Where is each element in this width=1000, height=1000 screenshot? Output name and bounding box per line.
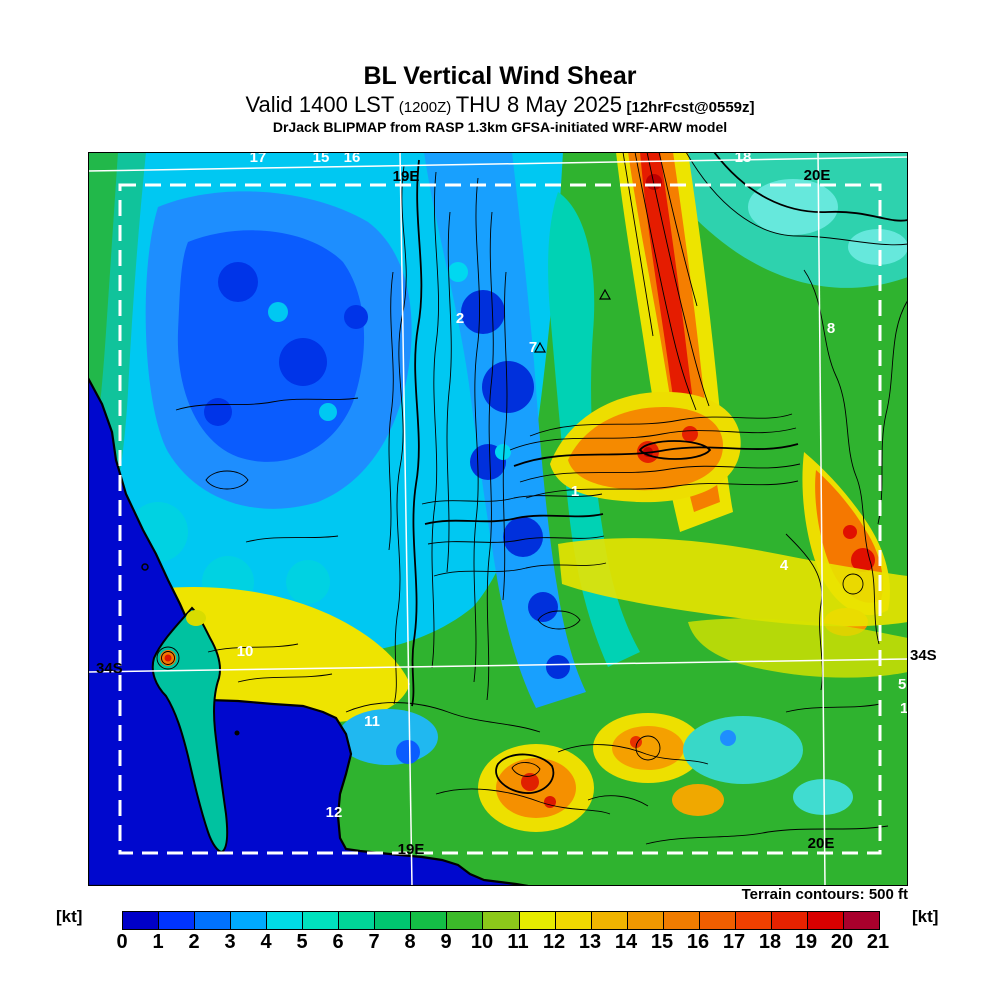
valid-time: Valid 1400 LST — [245, 92, 395, 117]
lon-20e-bottom-label: 20E — [808, 835, 835, 852]
spot-label-10: 10 — [237, 643, 254, 660]
terrain-contours-note: Terrain contours: 500 ft — [741, 886, 908, 903]
lon-19e-bottom-label: 19E — [398, 841, 425, 858]
shear-field-central-band — [424, 152, 640, 708]
lat-34s-line — [88, 658, 908, 673]
model-domain-box — [118, 183, 882, 855]
colorbar-tick: 7 — [368, 931, 380, 953]
spot-label-17: 17 — [250, 152, 267, 166]
colorbar-tick: 3 — [224, 931, 236, 953]
colorbar-tick: 19 — [794, 931, 818, 953]
colorbar-segment — [807, 912, 844, 929]
colorbar-tick: 15 — [650, 931, 674, 953]
site-marker-triangle — [598, 288, 612, 300]
lon-19e-line — [399, 152, 413, 886]
spot-label-18: 18 — [735, 152, 752, 166]
colorbar-segments — [122, 911, 880, 930]
shear-field-upper-left — [88, 152, 563, 655]
island-marker — [234, 730, 240, 736]
valid-zulu: (1200Z) — [398, 99, 452, 116]
colorbar-tick: 17 — [722, 931, 746, 953]
colorbar-segment — [663, 912, 700, 929]
terrain-contours — [156, 152, 908, 845]
graticule — [88, 152, 908, 886]
colorbar-segment — [339, 912, 376, 929]
spot-label-15: 15 — [313, 152, 330, 166]
colorbar-segment — [483, 912, 520, 929]
island-marker — [141, 563, 149, 571]
map-svg: 17 15 16 18 19E 20E 2 7 8 1 4 10 11 12 1… — [88, 152, 908, 886]
colorbar-tick: 21 — [866, 931, 890, 953]
spot-label-12: 12 — [326, 804, 343, 821]
colorbar-segment — [267, 912, 304, 929]
spot-label-7: 7 — [529, 339, 537, 356]
colorbar-tick: 4 — [260, 931, 272, 953]
valid-time-line: Valid 1400 LST (1200Z) THU 8 May 2025 [1… — [0, 92, 1000, 118]
model-line: DrJack BLIPMAP from RASP 1.3km GFSA-init… — [272, 119, 728, 135]
orange-clusters-bottom — [338, 709, 853, 832]
colorbar-segment — [735, 912, 772, 929]
spot-label-1-right: 1 — [900, 700, 908, 717]
map-frame — [88, 152, 908, 886]
spot-label-4: 4 — [780, 557, 789, 574]
colorbar-tick: 11 — [507, 931, 529, 953]
site-marker-triangle — [533, 341, 547, 353]
spot-label-5-right: 5 — [898, 676, 906, 693]
colorbar-tick: 0 — [116, 931, 128, 953]
spot-label-11: 11 — [364, 713, 380, 730]
lon-20e-line — [817, 152, 826, 886]
colorbar-tick: 14 — [614, 931, 638, 953]
colorbar-segment — [591, 912, 628, 929]
colorbar-segment — [375, 912, 412, 929]
colorbar-segment — [519, 912, 556, 929]
spot-label-1-centre: 1 — [571, 483, 579, 500]
colorbar-segment — [195, 912, 232, 929]
weather-map: 17 15 16 18 19E 20E 2 7 8 1 4 10 11 12 1… — [88, 152, 908, 886]
colorbar-tick: 2 — [188, 931, 200, 953]
lat-33s-line — [88, 156, 908, 172]
colorbar-segment — [555, 912, 592, 929]
colorbar-tick: 18 — [758, 931, 782, 953]
valid-date: THU 8 May 2025 — [455, 92, 623, 117]
lon-19e-top-label: 19E — [393, 168, 420, 185]
spot-label-16: 16 — [344, 152, 361, 166]
forecast-init: [12hrFcst@0559z] — [626, 99, 755, 116]
colorbar-tick: 12 — [542, 931, 566, 953]
orange-cluster-centre — [550, 391, 741, 503]
colorbar-segment — [231, 912, 268, 929]
colorbar-segment — [843, 912, 879, 929]
colorbar-segment — [627, 912, 664, 929]
colorbar-tick: 16 — [686, 931, 710, 953]
spot-label-2: 2 — [456, 310, 464, 327]
colorbar-segment — [303, 912, 340, 929]
colorbar-segment — [771, 912, 808, 929]
unit-label-right: [kt] — [912, 907, 939, 926]
colorbar-tick: 5 — [296, 931, 308, 953]
colorbar-ticks: 0 1 2 3 4 5 6 7 8 9 10 11 12 13 14 15 16 17 18 19 20 21 — [116, 931, 889, 955]
colorbar-segment — [159, 912, 196, 929]
spot-label-8: 8 — [827, 320, 835, 337]
colorbar-tick: 9 — [440, 931, 452, 953]
colorbar-tick: 20 — [830, 931, 854, 953]
unit-label-left: [kt] — [56, 907, 83, 926]
colorbar-segment — [123, 912, 160, 929]
colorbar-segment — [447, 912, 484, 929]
colorbar-tick: 10 — [470, 931, 494, 953]
colorbar-segment — [411, 912, 448, 929]
page-title: BL Vertical Wind Shear — [363, 62, 637, 90]
lon-20e-top-label: 20E — [804, 167, 831, 184]
lat-34s-left-label: 34S — [96, 660, 123, 677]
lat-34s-right-label: 34S — [910, 647, 937, 664]
colorbar-segment — [699, 912, 736, 929]
colorbar-tick: 6 — [332, 931, 344, 953]
colorbar-tick: 8 — [404, 931, 416, 953]
colorbar-tick: 13 — [578, 931, 602, 953]
colorbar-tick: 1 — [152, 931, 164, 953]
